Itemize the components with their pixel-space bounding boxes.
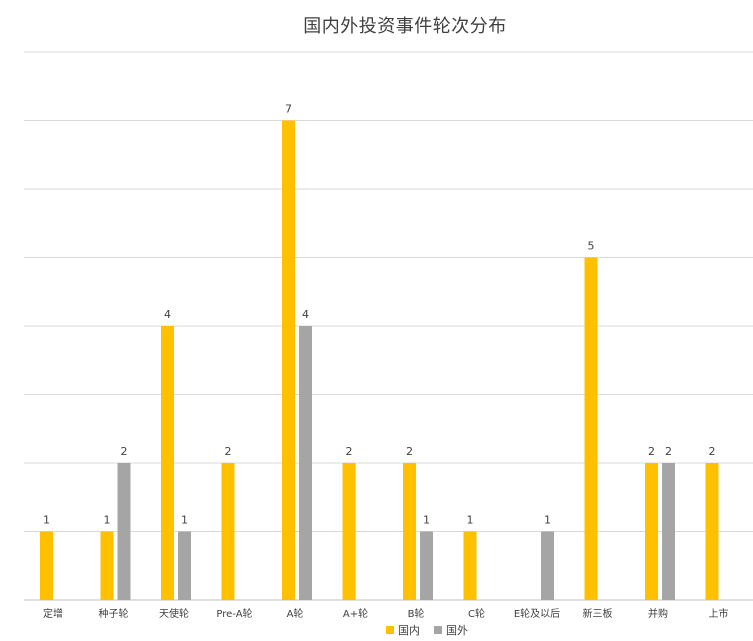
x-tick-label: Pre-A轮 bbox=[216, 607, 252, 620]
legend: 国内 国外 bbox=[386, 622, 482, 638]
legend-item-foreign: 国外 bbox=[434, 622, 468, 638]
x-tick-label: 定增 bbox=[43, 607, 63, 620]
data-label-foreign: 2 bbox=[121, 445, 128, 458]
data-label-domestic: 1 bbox=[104, 514, 111, 527]
legend-swatch-domestic bbox=[386, 626, 394, 634]
x-axis-tick-labels: 定增 种子轮 天使轮 Pre-A轮 A轮 A+轮 B轮 C轮 E轮及以后 新三板 并购 上市 bbox=[43, 607, 729, 620]
bar-foreign bbox=[178, 531, 191, 600]
bar-domestic bbox=[161, 326, 174, 600]
data-label-domestic: 2 bbox=[225, 445, 232, 458]
data-label-domestic: 7 bbox=[285, 103, 292, 116]
data-label-domestic: 2 bbox=[648, 445, 655, 458]
legend-label-domestic: 国内 bbox=[398, 624, 420, 637]
data-label-domestic: 2 bbox=[346, 445, 353, 458]
x-tick-label: 新三板 bbox=[583, 607, 613, 620]
x-tick-label: 上市 bbox=[709, 607, 729, 620]
x-tick-label: A轮 bbox=[287, 607, 304, 620]
x-tick-label: 天使轮 bbox=[159, 607, 189, 620]
bar-domestic bbox=[463, 531, 477, 600]
bar-domestic bbox=[584, 257, 598, 600]
data-label-domestic: 1 bbox=[467, 514, 474, 527]
legend-swatch-foreign bbox=[434, 626, 442, 634]
bar-domestic bbox=[40, 531, 53, 600]
x-tick-label: E轮及以后 bbox=[514, 607, 560, 620]
x-tick-label: A+轮 bbox=[343, 607, 368, 620]
bar-domestic bbox=[100, 531, 114, 600]
legend-label-foreign: 国外 bbox=[446, 624, 468, 637]
bar-domestic bbox=[645, 463, 658, 600]
bar-foreign bbox=[117, 463, 131, 600]
x-tick-label: 种子轮 bbox=[99, 607, 129, 620]
data-label-foreign: 2 bbox=[665, 445, 672, 458]
data-label-domestic: 1 bbox=[43, 514, 50, 527]
bars bbox=[40, 120, 719, 600]
data-label-domestic: 4 bbox=[164, 308, 171, 321]
bar-domestic bbox=[282, 120, 295, 600]
data-label-domestic: 2 bbox=[709, 445, 716, 458]
data-label-foreign: 1 bbox=[423, 514, 430, 527]
bar-domestic bbox=[705, 463, 719, 600]
data-label-foreign: 1 bbox=[544, 514, 551, 527]
bar-foreign bbox=[662, 463, 675, 600]
bar-domestic bbox=[342, 463, 356, 600]
x-tick-label: C轮 bbox=[468, 607, 485, 620]
gridlines bbox=[24, 51, 753, 601]
x-tick-label: 并购 bbox=[648, 607, 668, 620]
data-label-foreign: 1 bbox=[181, 514, 188, 527]
chart-title: 国内外投资事件轮次分布 bbox=[303, 16, 507, 37]
data-label-domestic: 5 bbox=[588, 240, 595, 253]
bar-domestic bbox=[221, 463, 235, 600]
legend-item-domestic: 国内 bbox=[386, 622, 420, 638]
data-label-foreign: 4 bbox=[302, 308, 309, 321]
x-tick-label: B轮 bbox=[408, 607, 425, 620]
bar-foreign bbox=[420, 531, 433, 600]
data-label-domestic: 2 bbox=[406, 445, 413, 458]
bar-foreign bbox=[541, 531, 554, 600]
bar-domestic bbox=[403, 463, 416, 600]
bar-foreign bbox=[299, 326, 312, 600]
